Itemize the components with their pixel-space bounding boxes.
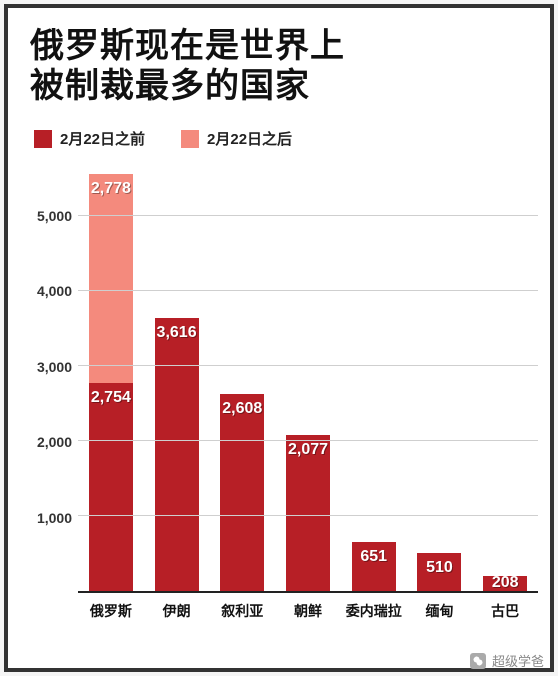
x-axis-label: 叙利亚 xyxy=(209,601,275,621)
bar-value-label: 2,778 xyxy=(91,180,131,198)
bar-segment-before: 208 xyxy=(483,576,527,592)
plot-area: 2,754 2,778 3,616 2,608 2,077 651 510 208 xyxy=(78,163,538,593)
chart-panel: 俄罗斯现在是世界上 被制裁最多的国家 2月22日之前 2月22日之后 1,000… xyxy=(4,4,554,672)
grid-line xyxy=(78,215,538,216)
bar-slot: 3,616 xyxy=(144,163,210,591)
legend-label-after: 2月22日之后 xyxy=(207,128,292,149)
y-tick-label: 5,000 xyxy=(37,208,72,224)
chart-title: 俄罗斯现在是世界上 被制裁最多的国家 xyxy=(30,26,538,106)
y-tick-label: 1,000 xyxy=(37,510,72,526)
bar-segment-before: 651 xyxy=(352,542,396,591)
x-axis-label: 伊朗 xyxy=(144,601,210,621)
bar-stack: 208 xyxy=(483,576,527,592)
bar-value-label: 2,608 xyxy=(222,400,262,418)
bar-segment-before: 510 xyxy=(417,553,461,591)
x-axis-label: 缅甸 xyxy=(407,601,473,621)
y-tick-label: 2,000 xyxy=(37,434,72,450)
bar-stack: 651 xyxy=(352,542,396,591)
x-axis-label: 朝鲜 xyxy=(275,601,341,621)
bars-container: 2,754 2,778 3,616 2,608 2,077 651 510 208 xyxy=(78,163,538,591)
bar-segment-before: 2,077 xyxy=(286,435,330,592)
grid-line xyxy=(78,515,538,516)
grid-line xyxy=(78,365,538,366)
bar-value-label: 208 xyxy=(492,574,519,592)
bar-stack: 2,754 2,778 xyxy=(89,174,133,591)
legend: 2月22日之前 2月22日之后 xyxy=(34,128,538,149)
x-axis-label: 俄罗斯 xyxy=(78,601,144,621)
x-axis-label: 委内瑞拉 xyxy=(341,601,407,621)
bar-value-label: 3,616 xyxy=(157,324,197,342)
bar-stack: 510 xyxy=(417,553,461,591)
bar-value-label: 2,754 xyxy=(91,389,131,407)
legend-item-before: 2月22日之前 xyxy=(34,128,145,149)
bar-segment-before: 3,616 xyxy=(155,318,199,591)
title-line-2: 被制裁最多的国家 xyxy=(30,66,538,106)
wechat-icon xyxy=(470,653,486,669)
bar-stack: 2,077 xyxy=(286,435,330,592)
bar-segment-before: 2,608 xyxy=(220,394,264,591)
bar-slot: 2,608 xyxy=(209,163,275,591)
y-tick-label: 3,000 xyxy=(37,359,72,375)
y-axis: 1,000 2,000 3,000 4,000 5,000 xyxy=(30,163,78,593)
grid-line xyxy=(78,440,538,441)
bar-value-label: 651 xyxy=(360,548,387,566)
bar-slot: 208 xyxy=(472,163,538,591)
watermark-text: 超级学爸 xyxy=(492,651,544,670)
bar-value-label: 2,077 xyxy=(288,441,328,459)
bar-slot: 2,754 2,778 xyxy=(78,163,144,591)
bar-slot: 510 xyxy=(407,163,473,591)
bar-slot: 651 xyxy=(341,163,407,591)
y-tick-label: 4,000 xyxy=(37,283,72,299)
legend-label-before: 2月22日之前 xyxy=(60,128,145,149)
bar-segment-after: 2,778 xyxy=(89,174,133,384)
bar-slot: 2,077 xyxy=(275,163,341,591)
chart-area: 1,000 2,000 3,000 4,000 5,000 2,754 2,778 3,61… xyxy=(30,163,538,593)
bar-stack: 3,616 xyxy=(155,318,199,591)
title-line-1: 俄罗斯现在是世界上 xyxy=(30,26,538,66)
legend-swatch-after xyxy=(181,130,199,148)
x-axis-label: 古巴 xyxy=(472,601,538,621)
legend-swatch-before xyxy=(34,130,52,148)
watermark: 超级学爸 xyxy=(470,651,544,670)
legend-item-after: 2月22日之后 xyxy=(181,128,292,149)
bar-segment-before: 2,754 xyxy=(89,383,133,591)
grid-line xyxy=(78,290,538,291)
bar-stack: 2,608 xyxy=(220,394,264,591)
bar-value-label: 510 xyxy=(426,559,453,577)
x-axis-labels: 俄罗斯伊朗叙利亚朝鲜委内瑞拉缅甸古巴 xyxy=(78,601,538,621)
